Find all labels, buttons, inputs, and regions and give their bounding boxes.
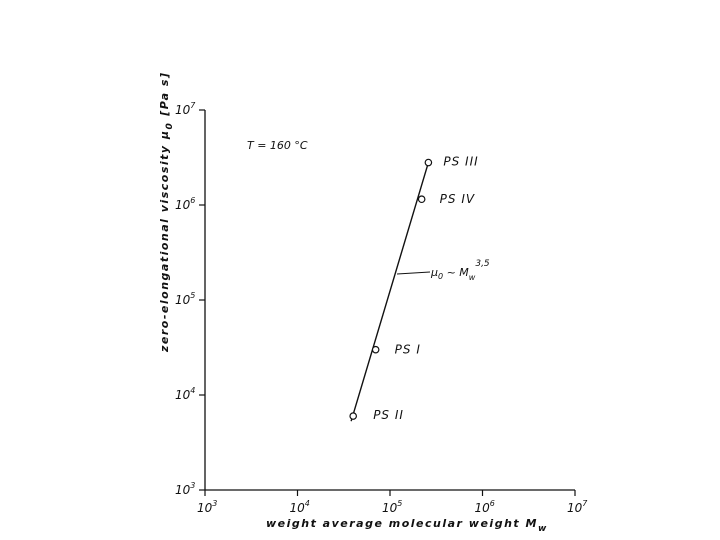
y-axis-title: zero-elongational viscosity μ0[Pa s]	[158, 72, 175, 354]
y-tick-label-2: 105	[175, 291, 195, 307]
data-point-1	[371, 345, 380, 354]
x-tick-label-2: 105	[382, 499, 402, 515]
x-tick-label-4: 107	[567, 499, 588, 515]
y-tick-label-1: 104	[175, 386, 195, 402]
data-point-0	[349, 412, 357, 420]
data-point-3	[424, 158, 433, 167]
x-tick-label-1: 104	[290, 499, 310, 515]
point-label-2: PS IV	[440, 192, 475, 206]
x-tick-label-3: 106	[475, 499, 495, 515]
point-label-3: PS III	[443, 155, 478, 169]
data-points	[349, 158, 433, 420]
y-tick-label-3: 106	[175, 196, 195, 212]
point-label-1: PS I	[395, 343, 421, 357]
fit-label: μ0 ~ Mw3,5	[430, 259, 490, 282]
x-ticks: 103 104 105 106 107	[197, 490, 588, 515]
data-point-2	[417, 195, 426, 204]
x-tick-label-0: 103	[197, 499, 217, 515]
y-ticks: 103 104 105 106 107	[175, 101, 205, 497]
fit-label-leader	[396, 271, 431, 275]
x-axis-title: weight average molecular weight Mw	[266, 517, 548, 534]
point-label-0: PS II	[373, 408, 404, 422]
y-tick-label-4: 107	[175, 101, 196, 117]
fit-line	[350, 162, 430, 422]
point-labels: PS II PS I PS IV PS III	[373, 155, 478, 423]
temperature-annotation: T = 160 °C	[247, 139, 308, 152]
y-tick-label-0: 103	[175, 481, 195, 497]
